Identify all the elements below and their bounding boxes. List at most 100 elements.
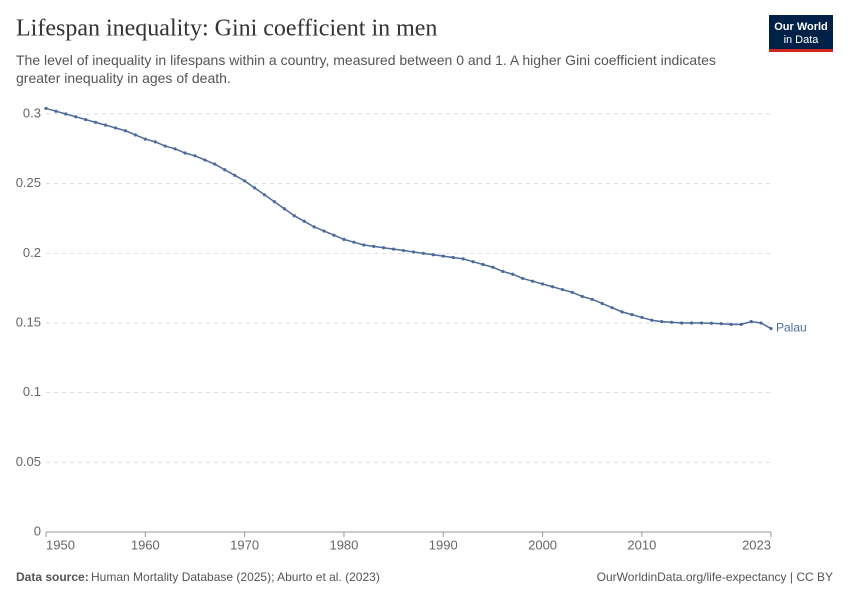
data-point xyxy=(133,133,137,137)
data-point xyxy=(650,318,654,322)
data-point xyxy=(262,193,267,197)
chart-title: Lifespan inequality: Gini coefficient in… xyxy=(16,16,437,42)
data-point xyxy=(54,109,58,113)
x-tick-label: 2023 xyxy=(742,537,771,552)
data-point xyxy=(352,240,356,244)
x-tick-label: 1970 xyxy=(230,537,259,552)
data-point xyxy=(322,229,326,233)
x-tick-label: 1990 xyxy=(429,537,458,552)
data-point xyxy=(411,250,416,254)
data-point xyxy=(570,290,574,294)
data-point xyxy=(580,294,584,299)
data-point xyxy=(183,151,187,155)
data-point xyxy=(292,214,296,218)
x-tick-label: 1980 xyxy=(329,537,358,552)
data-point xyxy=(630,313,634,317)
logo-text: in Data xyxy=(784,34,820,46)
y-tick-label: 0.25 xyxy=(16,175,41,190)
data-point xyxy=(550,285,555,289)
data-point xyxy=(392,247,396,251)
data-point xyxy=(461,257,465,261)
subtitle: The level of inequality in lifespans wit… xyxy=(16,52,716,86)
source: Human Mortality Database (2025); Aburto … xyxy=(91,570,380,584)
data-point xyxy=(590,297,594,301)
footer-link[interactable]: OurWorldinData.org/life-expectancy | CC … xyxy=(597,570,833,584)
logo-bar xyxy=(769,49,833,52)
data-point xyxy=(332,233,336,237)
data-point xyxy=(243,179,247,183)
data-point xyxy=(600,301,604,306)
data-point xyxy=(739,322,743,326)
data-point xyxy=(74,115,78,119)
data-point xyxy=(203,158,207,162)
x-tick-label: 2000 xyxy=(528,537,557,552)
y-tick-label: 0.2 xyxy=(23,245,41,260)
y-tick-label: 0.1 xyxy=(23,384,41,399)
data-point xyxy=(560,287,565,292)
data-point xyxy=(252,186,257,190)
data-point xyxy=(113,126,118,130)
data-point xyxy=(223,168,227,172)
data-point xyxy=(143,137,147,141)
data-point xyxy=(709,321,714,325)
data-point xyxy=(382,246,386,250)
data-point xyxy=(451,255,455,260)
data-point xyxy=(521,276,525,281)
data-point xyxy=(312,225,316,229)
data-point xyxy=(123,129,128,133)
data-point xyxy=(689,321,694,325)
data-point xyxy=(362,243,366,247)
data-point xyxy=(759,321,763,325)
data-point xyxy=(481,262,485,267)
data-point xyxy=(233,173,237,177)
source-label: Data source: xyxy=(16,570,89,584)
data-point xyxy=(511,272,515,276)
x-tick-label: 2010 xyxy=(627,537,656,552)
data-point xyxy=(491,265,495,269)
data-point xyxy=(342,237,346,241)
data-point xyxy=(501,269,505,274)
x-tick-label: 1950 xyxy=(46,537,75,552)
data-point xyxy=(749,320,753,324)
data-point xyxy=(531,279,535,283)
data-point xyxy=(193,154,197,158)
data-point xyxy=(372,244,376,248)
data-point xyxy=(729,322,733,326)
y-tick-label: 0.3 xyxy=(23,105,41,120)
data-point xyxy=(173,147,177,151)
data-point xyxy=(153,140,157,144)
series-label: Palau xyxy=(776,321,807,335)
data-point xyxy=(213,162,217,166)
data-point xyxy=(84,117,88,122)
y-tick-label: 0 xyxy=(34,523,41,538)
data-point xyxy=(680,321,684,325)
subtitle-box: The level of inequality in lifespans wit… xyxy=(16,52,716,86)
data-point xyxy=(282,207,286,211)
series-line xyxy=(45,107,772,330)
data-point xyxy=(640,315,644,320)
data-point xyxy=(660,320,664,324)
data-point xyxy=(272,200,277,204)
data-point xyxy=(401,248,406,253)
data-point xyxy=(699,321,704,325)
data-point xyxy=(670,320,674,324)
data-point xyxy=(431,253,435,257)
x-tick-label: 1960 xyxy=(131,537,160,552)
data-point xyxy=(719,322,723,326)
data-point xyxy=(421,251,425,255)
data-point xyxy=(163,144,167,148)
data-point xyxy=(302,219,306,223)
data-point xyxy=(540,282,545,286)
data-point xyxy=(769,326,773,331)
y-tick-label: 0.15 xyxy=(16,314,41,329)
data-point xyxy=(64,112,68,116)
data-point xyxy=(471,260,475,264)
logo[interactable] xyxy=(769,15,833,51)
data-point xyxy=(103,123,108,127)
data-point xyxy=(610,306,614,310)
data-point xyxy=(94,120,98,124)
data-point xyxy=(620,310,624,314)
data-point xyxy=(44,106,48,111)
logo-text: Our World xyxy=(774,21,828,33)
